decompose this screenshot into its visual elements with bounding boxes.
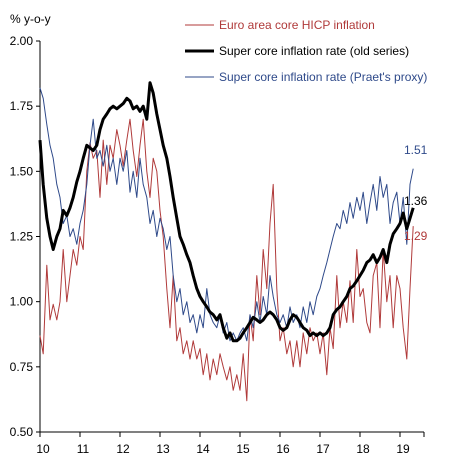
- series-layer: [38, 81, 415, 402]
- x-tick-label: 16: [276, 442, 290, 456]
- x-tick-label: 15: [236, 442, 250, 456]
- y-tick-label: 1.75: [10, 99, 34, 113]
- x-tick-label: 12: [116, 442, 130, 456]
- y-tick-label: 1.50: [10, 164, 34, 178]
- x-tick-label: 14: [196, 442, 210, 456]
- y-tick-label: 0.75: [10, 360, 34, 374]
- x-tick-label: 10: [36, 442, 50, 456]
- x-tick-label: 13: [156, 442, 170, 456]
- y-tick-label: 0.50: [10, 425, 34, 439]
- legend-label-0: Euro area core HICP inflation: [219, 18, 375, 32]
- series-line-0: [39, 118, 414, 402]
- end-value-label-0: 1.29: [404, 229, 428, 243]
- y-tick-label: 1.25: [10, 230, 34, 244]
- x-tick-label: 18: [356, 442, 370, 456]
- legend-label-1: Super core inflation rate (old series): [219, 44, 409, 58]
- end-value-label-2: 1.51: [404, 143, 428, 157]
- x-tick-label: 19: [396, 442, 410, 456]
- y-tick-label: 1.00: [10, 295, 34, 309]
- end-value-label-1: 1.36: [404, 194, 428, 208]
- series-line-2: [39, 87, 414, 342]
- x-tick-label: 11: [77, 442, 90, 456]
- y-unit-label: % y-o-y: [10, 12, 51, 26]
- x-tick-label: 17: [316, 442, 330, 456]
- series-line-1: [38, 81, 415, 343]
- legend-label-2: Super core inflation rate (Praet's proxy…: [219, 70, 427, 84]
- legend: Euro area core HICP inflation Super core …: [185, 18, 427, 84]
- end-labels: 1.51 1.36 1.29: [404, 143, 428, 243]
- y-tick-label: 2.00: [10, 34, 34, 48]
